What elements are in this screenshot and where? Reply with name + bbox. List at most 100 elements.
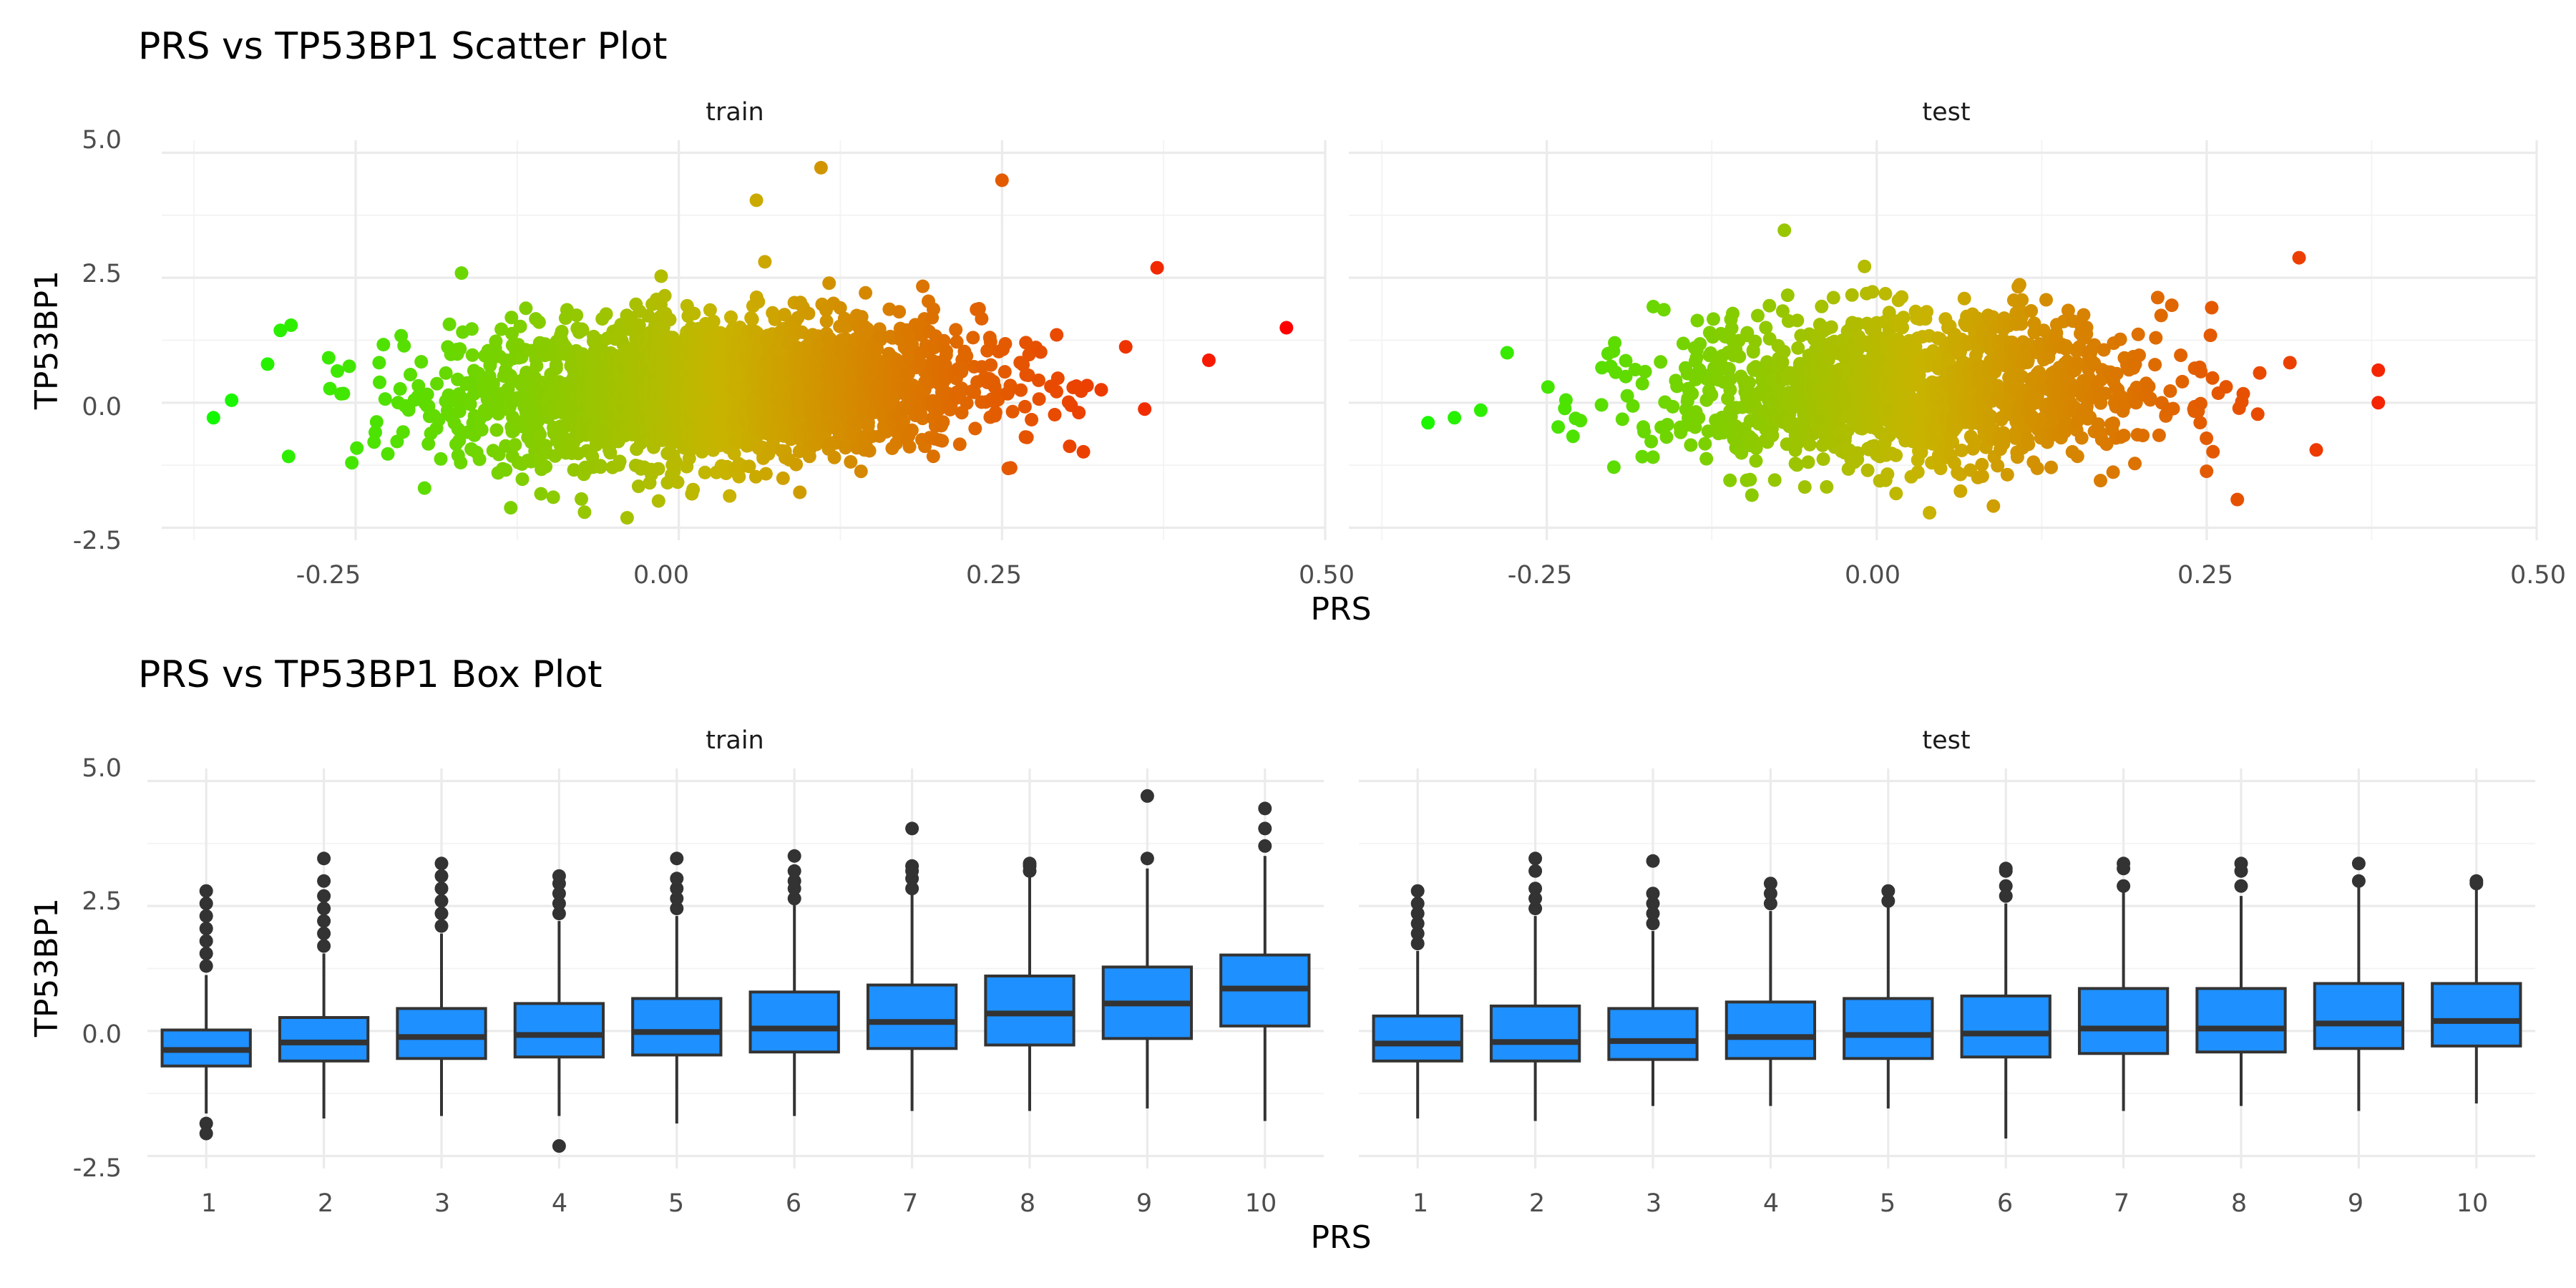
scatter-test-x-tick: 0.25 <box>2177 561 2233 590</box>
scatter-point <box>1279 321 1294 335</box>
scatter-point <box>687 306 701 321</box>
scatter-point <box>1541 380 1555 394</box>
scatter-point <box>2371 396 2386 410</box>
scatter-point <box>2030 462 2044 475</box>
scatter-point <box>404 368 417 381</box>
scatter-point <box>1889 448 1903 462</box>
scatter-point <box>1824 320 1838 334</box>
scatter-point <box>504 311 519 325</box>
scatter-point <box>1698 436 1712 451</box>
scatter-point <box>1684 438 1698 452</box>
scatter-point <box>1911 465 1925 479</box>
scatter-point <box>453 342 467 356</box>
scatter-point <box>2136 429 2150 443</box>
box-outlier <box>317 874 331 888</box>
scatter-point <box>2200 464 2214 479</box>
box-outlier <box>1763 877 1777 891</box>
scatter-point <box>1606 460 1621 474</box>
scatter-point <box>555 324 569 338</box>
scatter-point <box>434 452 448 466</box>
box-body <box>631 997 723 1057</box>
scatter-point <box>2154 308 2168 323</box>
scatter-strip-test: test <box>1922 98 1970 127</box>
scatter-point <box>2174 348 2188 362</box>
scatter-y-axis-label: TP53BP1 <box>29 270 65 410</box>
box-outlier <box>317 939 331 953</box>
box-train-x-tick: 8 <box>1020 1189 1035 1218</box>
box-body <box>1489 1004 1581 1063</box>
scatter-point <box>2283 356 2297 370</box>
scatter-point <box>1765 429 1780 443</box>
scatter-point <box>2150 291 2165 305</box>
scatter-point <box>1421 416 1435 430</box>
scatter-point <box>892 305 907 319</box>
scatter-point <box>949 323 963 337</box>
scatter-y-tick: 0.0 <box>82 393 122 421</box>
box-test-x-tick: 8 <box>2231 1189 2247 1218</box>
scatter-point <box>321 351 336 365</box>
scatter-point <box>1072 406 1086 420</box>
scatter-point <box>1033 345 1048 359</box>
scatter-point <box>2070 449 2084 464</box>
scatter-point <box>530 358 544 373</box>
scatter-point <box>724 310 738 324</box>
scatter-point <box>1780 288 1795 303</box>
scatter-title: PRS vs TP53BP1 Scatter Plot <box>138 25 668 68</box>
box-outlier <box>1999 862 2013 876</box>
scatter-point <box>472 452 487 467</box>
scatter-point <box>2205 371 2220 385</box>
scatter-point <box>1826 291 1840 305</box>
scatter-point <box>401 403 416 417</box>
scatter-point <box>421 436 436 451</box>
scatter-point <box>789 457 804 472</box>
scatter-point <box>822 276 836 291</box>
scatter-point <box>570 308 584 323</box>
box-outlier <box>434 907 449 921</box>
box-outlier <box>434 919 449 933</box>
scatter-point <box>776 471 790 485</box>
scatter-point <box>819 314 834 328</box>
scatter-point <box>1448 411 1462 425</box>
scatter-point <box>859 286 873 300</box>
box-body <box>2077 987 2170 1055</box>
scatter-point <box>2106 465 2120 479</box>
scatter-point <box>1820 480 1834 494</box>
scatter-point <box>2253 366 2267 380</box>
scatter-point <box>1749 454 1763 468</box>
scatter-point <box>1815 299 1829 313</box>
scatter-point <box>1704 388 1719 402</box>
scatter-point <box>494 322 509 336</box>
scatter-point <box>1018 399 1032 414</box>
scatter-point <box>984 358 998 372</box>
scatter-point <box>1644 434 1659 449</box>
box-outlier <box>434 894 449 908</box>
scatter-point <box>613 454 627 469</box>
scatter-point <box>2175 374 2190 389</box>
scatter-point <box>2152 428 2166 442</box>
box-outlier <box>199 934 213 948</box>
scatter-point <box>396 425 410 439</box>
box-outlier <box>1258 801 1272 816</box>
scatter-point <box>431 413 446 427</box>
scatter-point <box>1923 506 1937 520</box>
scatter-point <box>1865 285 1880 299</box>
box-outlier <box>317 927 331 941</box>
scatter-point <box>350 441 364 455</box>
scatter-point <box>575 323 590 337</box>
scatter-point <box>2039 293 2053 307</box>
scatter-point <box>1050 371 1065 386</box>
scatter-point <box>2128 457 2142 471</box>
scatter-point <box>968 421 982 436</box>
box-outlier <box>199 947 213 961</box>
scatter-point <box>1801 455 1815 469</box>
scatter-point <box>1020 430 1034 444</box>
scatter-point <box>546 490 560 504</box>
scatter-point <box>952 437 967 452</box>
scatter-point <box>1566 429 1580 444</box>
scatter-point <box>1920 305 1934 319</box>
box-outlier <box>1023 857 1037 871</box>
box-outlier <box>905 821 919 836</box>
scatter-point <box>814 160 828 175</box>
scatter-point <box>2148 358 2162 372</box>
